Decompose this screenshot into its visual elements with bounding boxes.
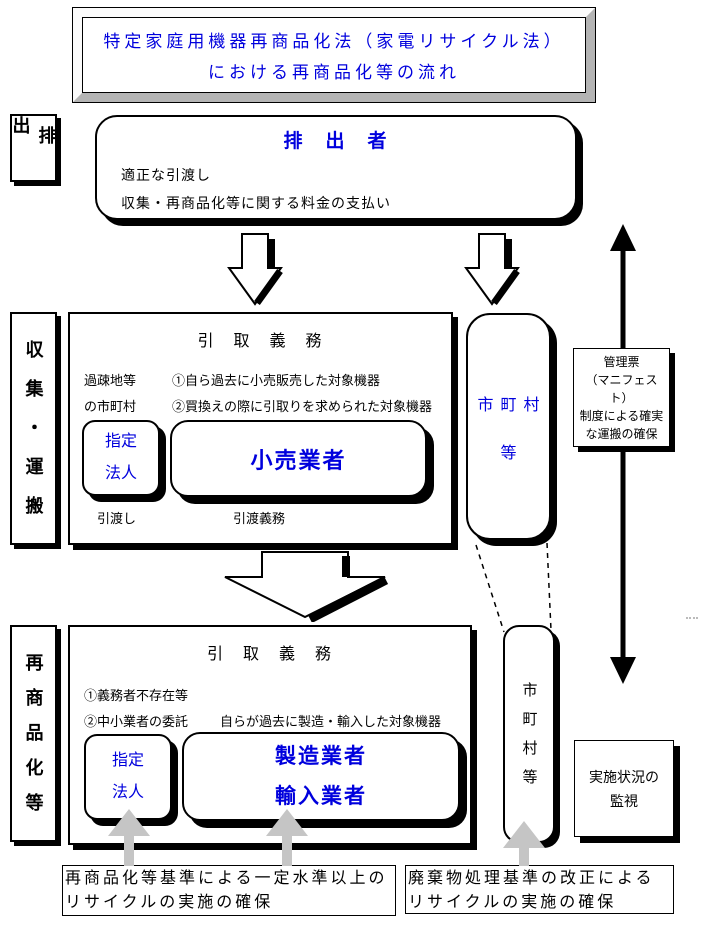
- label-handover-duty: 引渡義務: [233, 511, 286, 526]
- waste-standard-line2: リサイクルの実施の確保: [408, 894, 617, 911]
- discharger-note-handover: 適正な引渡し: [121, 167, 211, 183]
- diagram-title-line1: 特定家庭用機器再商品化法（家電リサイクル法）: [103, 32, 565, 51]
- manifest-line2: （マニフェス: [585, 372, 658, 387]
- note-sold-equipment: ①自ら過去に小売販売した対象機器: [172, 373, 381, 388]
- note-replacement-equipment: ②買換えの際に引取りを求められた対象機器: [172, 399, 433, 414]
- manifest-line3: ト）: [609, 390, 634, 405]
- waste-standard-line1: 廃棄物処理基準の改正による: [408, 870, 655, 887]
- designated-corporation-box: 指定 法人: [82, 420, 160, 496]
- gray-up-arrow-icon: [106, 809, 152, 866]
- manifest-line1: 管理票: [603, 354, 640, 369]
- down-arrow-icon: [462, 231, 522, 309]
- discharger-box: 排 出 者 適正な引渡し 収集・再商品化等に関する料金の支払い: [95, 115, 577, 220]
- recycling-standard-line1: 再商品化等基準による一定水準以上の: [65, 870, 388, 887]
- designated-corporation2-line2: 法人: [111, 784, 144, 801]
- label-handover: 引渡し: [97, 511, 137, 526]
- monitoring-box: 実施状況の 監視: [574, 740, 674, 837]
- big-down-arrow-icon: [215, 550, 395, 622]
- note-no-obligor: ①義務者不存在等: [84, 688, 189, 703]
- waste-standard-note-box: 廃棄物処理基準の改正による リサイクルの実施の確保: [405, 865, 674, 914]
- double-arrow-icon: [607, 224, 639, 684]
- municipality-box-1: 市町村 等: [466, 313, 551, 540]
- monitoring-line2: 監視: [610, 792, 638, 809]
- note-depopulated-area-1: 過疎地等: [84, 373, 137, 388]
- title-bevel-border: 特定家庭用機器再商品化法（家電リサイクル法） における再商品化等の流れ: [73, 8, 595, 102]
- manifest-system-box: 管理票 （マニフェス ト） 制度による確実 な運搬の確保: [573, 348, 670, 447]
- stage-label-recycling: 再商品化等: [10, 625, 57, 842]
- municipality2-label: 市町村等: [520, 682, 538, 798]
- importer-label: 輸入業者: [275, 784, 367, 808]
- monitoring-line1: 実施状況の: [589, 768, 659, 785]
- manifest-line4: 制度による確実: [579, 408, 664, 423]
- retailer-label: 小売業者: [250, 447, 347, 473]
- municipality1-line1: 市町村: [477, 396, 547, 414]
- manufacturer-label: 製造業者: [275, 744, 367, 768]
- gray-up-arrow-icon: [264, 809, 310, 866]
- designated-corporation-box-2: 指定 法人: [84, 734, 172, 820]
- recycling-obligation-box: 引 取 義 務 ①義務者不存在等 ②中小業者の委託 自らが過去に製造・輸入した対…: [68, 625, 472, 845]
- down-arrow-icon: [225, 231, 285, 309]
- municipality1-line2: 等: [500, 444, 517, 462]
- retailer-box: 小売業者: [170, 420, 427, 497]
- diagram-title-line2: における再商品化等の流れ: [208, 63, 460, 82]
- collection-obligation-title: 引 取 義 務: [197, 333, 324, 350]
- designated-corporation-line2: 法人: [104, 465, 137, 482]
- discharger-title: 排 出 者: [283, 131, 389, 152]
- collection-obligation-box: 引 取 義 務 過疎地等 の市町村 ①自ら過去に小売販売した対象機器 ②買換えの…: [68, 312, 453, 545]
- designated-corporation2-line1: 指定: [111, 752, 144, 769]
- designated-corporation-line1: 指定: [104, 433, 137, 450]
- stage-label-discharge: 排出: [10, 114, 57, 182]
- discharger-note-payment: 収集・再商品化等に関する料金の支払い: [121, 195, 391, 211]
- manifest-line5: な運搬の確保: [585, 426, 658, 441]
- dashed-connector: [460, 540, 560, 635]
- note-small-business: ②中小業者の委託: [84, 714, 189, 729]
- recycling-standard-line2: リサイクルの実施の確保: [65, 894, 274, 911]
- stage-label-collection-transport: 収集・運搬: [10, 312, 57, 545]
- gray-up-arrow-icon: [501, 821, 547, 866]
- recycling-standard-note-box: 再商品化等基準による一定水準以上の リサイクルの実施の確保: [62, 865, 396, 916]
- manufacturer-importer-box: 製造業者 輸入業者: [182, 732, 460, 821]
- note-depopulated-area-2: の市町村: [84, 399, 137, 414]
- recycling-obligation-title: 引 取 義 務: [206, 646, 333, 663]
- dotted-mark: [686, 617, 698, 619]
- diagram-title-frame: 特定家庭用機器再商品化法（家電リサイクル法） における再商品化等の流れ: [72, 7, 596, 103]
- note-manufactured-equipment: 自らが過去に製造・輸入した対象機器: [220, 714, 442, 729]
- municipality-box-2: 市町村等: [503, 625, 555, 843]
